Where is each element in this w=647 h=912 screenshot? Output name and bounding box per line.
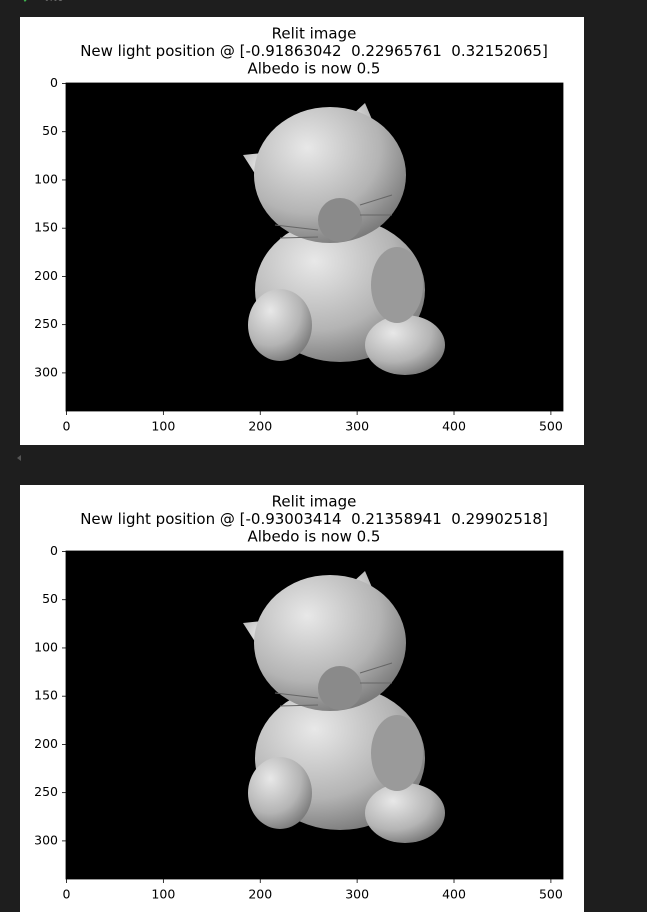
x-tick-label: 0 [63, 887, 71, 902]
x-tick-label: 500 [539, 419, 563, 434]
plot-title: Relit image [272, 25, 357, 43]
y-tick-label: 250 [34, 316, 58, 331]
exec-time: 0.0s [44, 0, 63, 4]
plot-title: Relit image [272, 493, 357, 511]
plot-title: New light position @ [-0.91863042 0.2296… [80, 42, 548, 60]
plot-title: Albedo is now 0.5 [248, 528, 381, 546]
x-tick-label: 100 [151, 419, 175, 434]
y-tick-label: 250 [34, 784, 58, 799]
y-tick-label: 150 [34, 688, 58, 703]
x-tick-label: 300 [345, 887, 369, 902]
y-tick-label: 300 [34, 364, 58, 379]
x-tick-label: 500 [539, 887, 563, 902]
y-tick-label: 150 [34, 220, 58, 235]
x-tick-label: 200 [248, 419, 272, 434]
success-check [23, 0, 27, 3]
y-tick-label: 50 [42, 591, 58, 606]
plot-title: New light position @ [-0.93003414 0.2135… [80, 510, 548, 528]
x-tick-label: 100 [151, 887, 175, 902]
y-tick-label: 200 [34, 268, 58, 283]
axes-frame [65, 82, 564, 412]
y-tick-label: 0 [50, 75, 58, 90]
x-tick-label: 300 [345, 419, 369, 434]
plot-title: Albedo is now 0.5 [248, 60, 381, 78]
y-tick-label: 300 [34, 832, 58, 847]
scroll-arrow [17, 455, 21, 461]
y-tick-label: 50 [42, 123, 58, 138]
x-tick-label: 400 [442, 887, 466, 902]
x-tick-label: 0 [63, 419, 71, 434]
y-tick-label: 100 [34, 639, 58, 654]
axes-frame [65, 550, 564, 880]
y-tick-label: 0 [50, 543, 58, 558]
y-tick-label: 100 [34, 171, 58, 186]
x-tick-label: 200 [248, 887, 272, 902]
y-tick-label: 200 [34, 736, 58, 751]
x-tick-label: 400 [442, 419, 466, 434]
